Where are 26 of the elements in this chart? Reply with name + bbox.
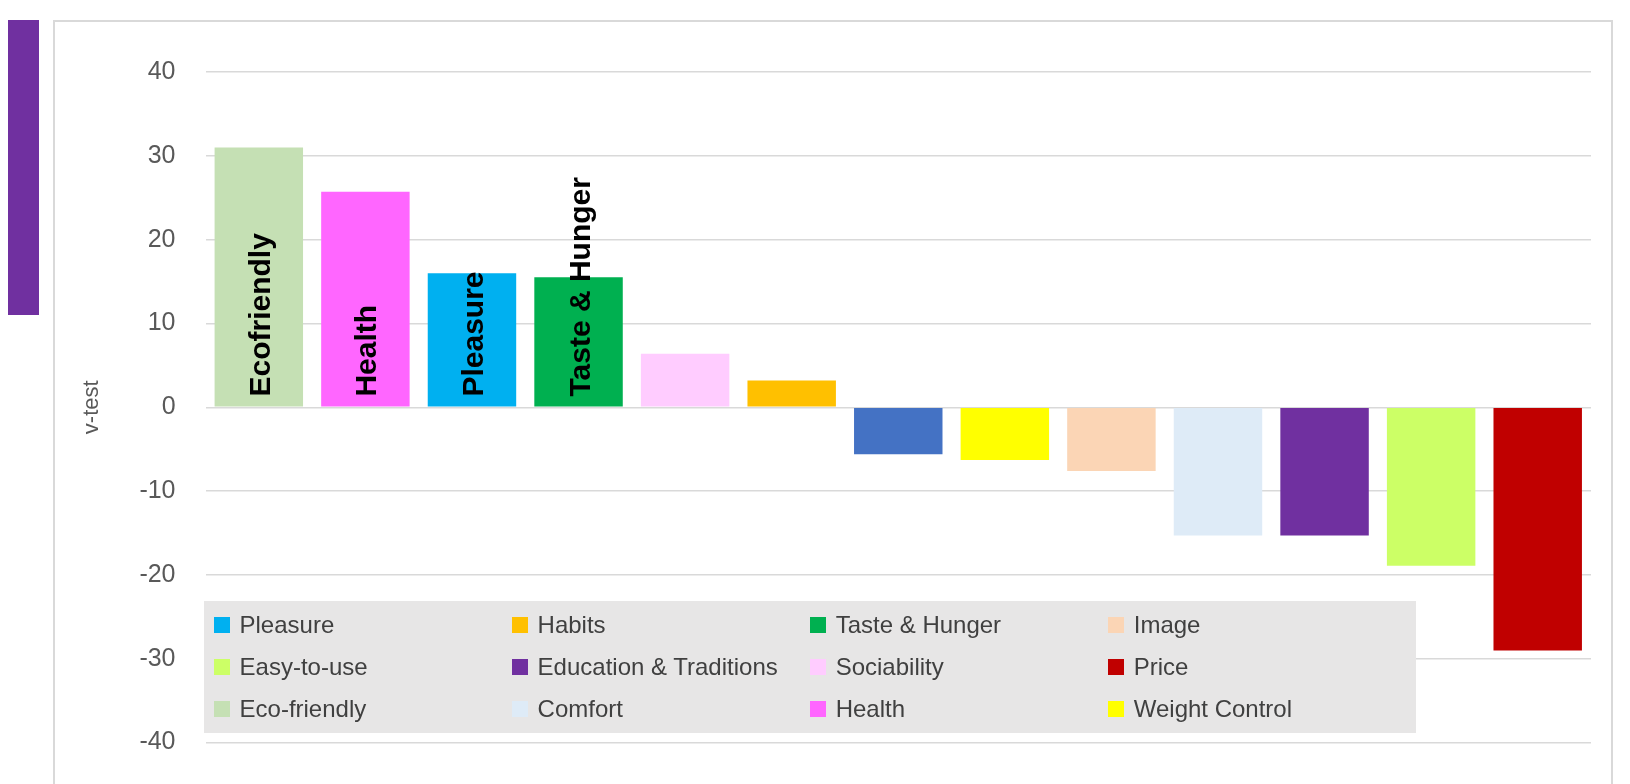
legend-label: Taste & Hunger <box>835 610 1002 639</box>
annotation: Ecofriendly <box>242 232 276 397</box>
legend-label: Price <box>1133 652 1189 681</box>
legend-label: Eco-friendly <box>239 694 367 723</box>
y-tick-label: 20 <box>147 223 176 252</box>
legend-label: Comfort <box>537 694 623 723</box>
y-tick-label: -30 <box>139 642 176 671</box>
legend-label: Sociability <box>835 652 944 681</box>
legend-label: Habits <box>537 610 606 639</box>
legend-label: Health <box>835 694 906 723</box>
y-axis-title: v-test <box>78 380 104 435</box>
annotation: Pleasure <box>455 271 489 397</box>
legend-label: Pleasure <box>239 610 335 639</box>
y-tick-label: 10 <box>147 307 176 336</box>
y-tick-label: -20 <box>139 558 176 587</box>
annotation: Taste & Hunger <box>562 176 596 397</box>
y-tick-label: -10 <box>139 475 176 504</box>
y-tick-label: 0 <box>161 391 176 420</box>
legend-label: Weight Control <box>1133 694 1293 723</box>
legend-label: Education & Traditions <box>537 652 778 681</box>
y-tick-label: -40 <box>139 726 176 755</box>
legend-label: Easy-to-use <box>239 652 368 681</box>
y-tick-label: 40 <box>147 55 176 84</box>
y-tick-label: 30 <box>147 139 176 168</box>
legend-label: Image <box>1133 610 1201 639</box>
annotation: Health <box>349 304 383 397</box>
